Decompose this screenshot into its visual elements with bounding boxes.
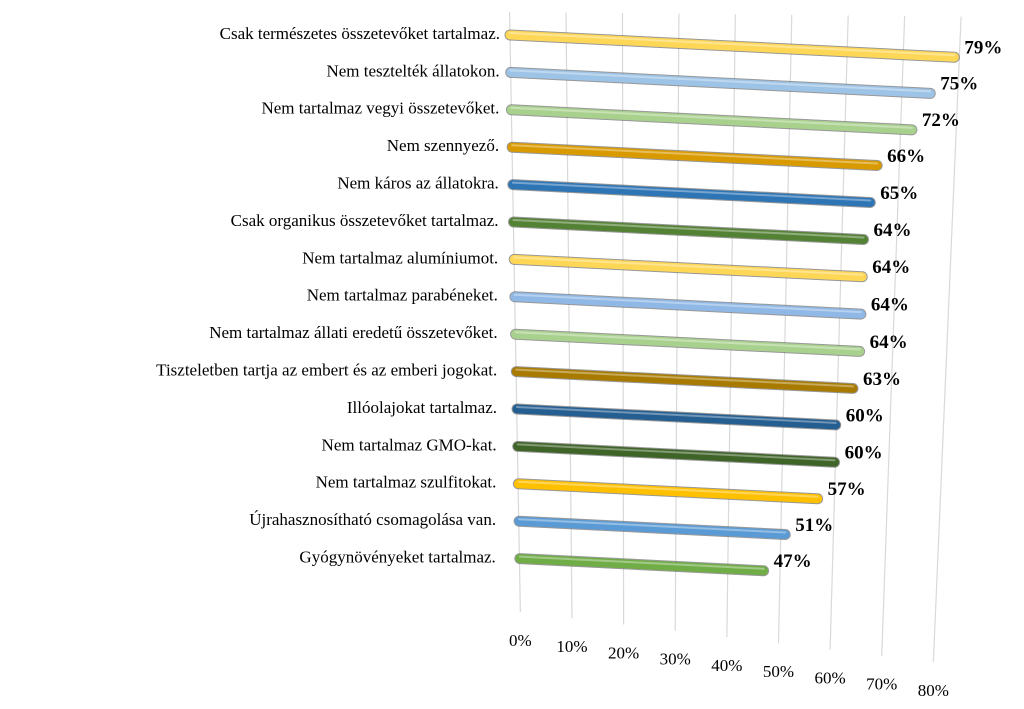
bar-highlight <box>511 181 872 202</box>
category-label: Nem káros az állatokra. <box>337 174 498 193</box>
bar-highlight <box>515 368 854 388</box>
category-label: Nem tartalmaz állati eredetű összetevőke… <box>209 323 497 342</box>
bar <box>509 254 867 282</box>
bar-highlight <box>516 443 836 462</box>
bar-highlight <box>513 293 862 314</box>
value-label: 60% <box>845 443 883 464</box>
x-tick-label: 30% <box>660 650 691 669</box>
grid-line <box>829 15 849 650</box>
bar <box>515 554 769 576</box>
bar <box>510 292 866 319</box>
bar-highlight <box>511 144 879 165</box>
bar-highlight <box>509 69 932 93</box>
category-label: Nem tartalmaz alumíniumot. <box>302 248 498 267</box>
value-label: 75% <box>940 74 978 95</box>
category-label: Nem tartalmaz parabéneket. <box>307 286 498 305</box>
category-label: Illóolajokat tartalmaz. <box>347 398 497 417</box>
grid-line <box>621 13 625 625</box>
category-label: Újrahasznosítható csomagolása van. <box>249 510 496 529</box>
bar-highlight <box>518 555 765 570</box>
x-tick-label: 70% <box>866 675 897 694</box>
x-tick-label: 80% <box>918 681 949 700</box>
bar-highlight <box>513 256 864 276</box>
bar <box>511 367 858 393</box>
value-label: 51% <box>795 515 833 536</box>
bar <box>508 180 875 207</box>
value-label: 47% <box>774 551 812 572</box>
category-label: Nem tesztelték állatokon. <box>326 61 499 80</box>
bar-highlight <box>512 219 865 239</box>
value-label: 64% <box>870 332 908 353</box>
bar-highlight <box>517 480 819 498</box>
bar-highlight <box>509 32 956 57</box>
bar-highlight <box>514 331 861 351</box>
grid-line <box>881 15 906 656</box>
bar <box>512 404 841 430</box>
value-label: 72% <box>922 110 960 131</box>
bar <box>507 142 882 170</box>
value-label: 63% <box>863 369 901 390</box>
bar <box>511 329 865 356</box>
category-label: Nem szennyező. <box>387 136 499 155</box>
value-label: 57% <box>828 479 866 500</box>
category-label: Nem tartalmaz GMO-kat. <box>322 435 497 454</box>
bar-highlight <box>518 518 787 534</box>
x-tick-label: 10% <box>556 637 587 656</box>
value-label: 64% <box>874 220 912 241</box>
bar <box>505 30 959 62</box>
value-label: 66% <box>887 146 925 167</box>
category-label: Nem tartalmaz vegyi összetevőket. <box>261 99 499 118</box>
category-label: Tiszteletben tartja az embert és az embe… <box>156 361 497 380</box>
bar <box>506 105 917 135</box>
value-label: 65% <box>880 183 918 204</box>
grid-line <box>777 14 793 644</box>
category-label: Csak organikus összetevőket tartalmaz. <box>231 211 499 230</box>
bar <box>506 67 935 98</box>
category-label: Nem tartalmaz szulfitokat. <box>316 473 497 492</box>
x-tick-label: 60% <box>815 668 846 687</box>
grid-line <box>726 14 736 638</box>
category-label: Csak természetes összetevőket tartalmaz. <box>220 24 500 43</box>
x-tick-label: 0% <box>509 631 532 650</box>
value-label: 64% <box>872 257 910 278</box>
x-tick-label: 40% <box>711 656 742 675</box>
bar <box>509 217 868 244</box>
bar <box>514 516 790 540</box>
x-tick-label: 50% <box>763 662 794 681</box>
bar-highlight <box>516 406 837 424</box>
x-tick-label: 20% <box>608 643 639 662</box>
bar <box>513 441 840 467</box>
value-label: 60% <box>846 405 884 426</box>
value-label: 64% <box>871 294 909 315</box>
value-label: 79% <box>964 38 1002 59</box>
bar <box>513 479 823 504</box>
grid-line <box>932 16 962 663</box>
category-label: Gyógynövényeket tartalmaz. <box>299 548 495 567</box>
grid-line <box>674 13 680 631</box>
bar-highlight <box>510 106 913 129</box>
